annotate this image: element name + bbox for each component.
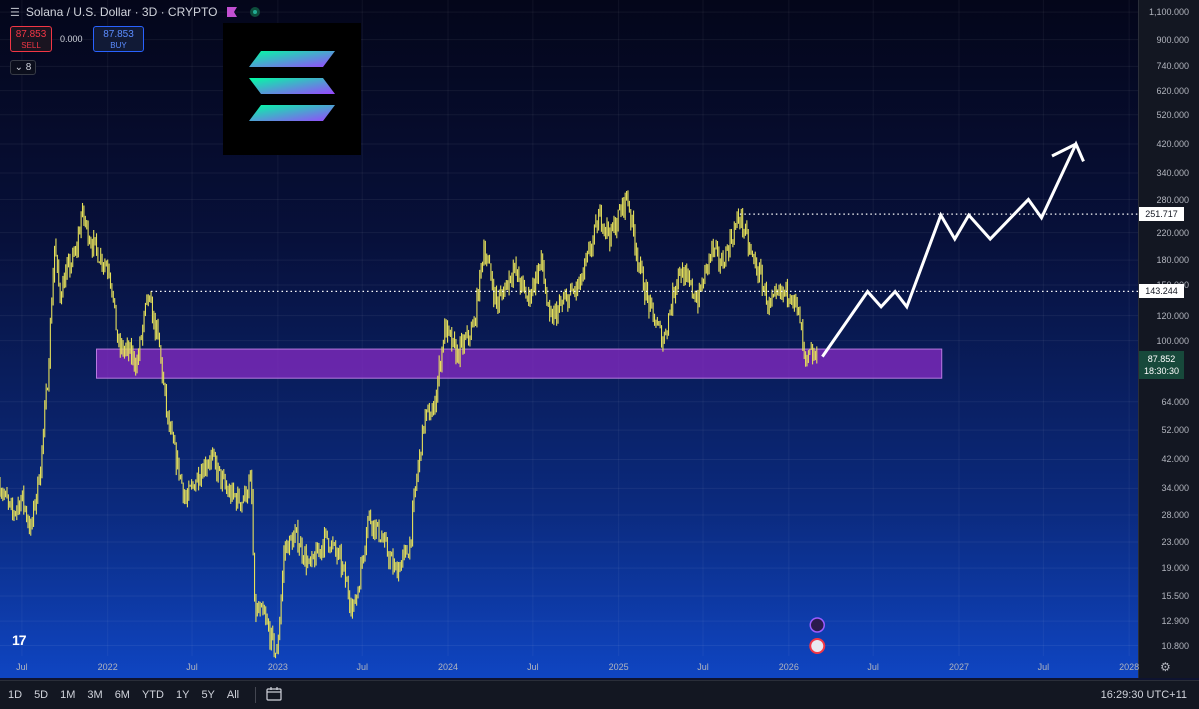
timeframe-button[interactable]: 5Y	[201, 689, 214, 701]
price-axis-tick-label: 12.900	[1161, 616, 1189, 626]
price-axis-tick-label: 28.000	[1161, 510, 1189, 520]
time-axis-tick-label: Jul	[356, 662, 368, 672]
time-axis-tick-label: Jul	[1038, 662, 1050, 672]
price-axis-tick-label: 220.000	[1156, 228, 1189, 238]
time-axis-tick-label: Jul	[16, 662, 28, 672]
price-axis-tick-label: 15.500	[1161, 591, 1189, 601]
price-axis-tick-label: 100.000	[1156, 336, 1189, 346]
timeframe-list: 1D 5D 1M 3M 6M YTD 1Y 5Y All	[8, 689, 251, 701]
price-axis-tick-label: 52.000	[1161, 425, 1189, 435]
price-axis-tick-label: 10.800	[1161, 641, 1189, 651]
price-axis-tick-label: 42.000	[1161, 454, 1189, 464]
price-axis-tick-label: 120.000	[1156, 311, 1189, 321]
toolbar-divider	[255, 687, 256, 703]
price-axis-tick-label: 180.000	[1156, 255, 1189, 265]
price-axis-tick-label: 620.000	[1156, 86, 1189, 96]
utc-clock[interactable]: 16:29:30 UTC+11	[1101, 689, 1187, 701]
price-axis-tick-label: 23.000	[1161, 537, 1189, 547]
settings-gear-icon[interactable]: ⚙	[1160, 660, 1171, 674]
price-axis-tick-label: 1,100.000	[1149, 7, 1189, 17]
timeframe-button[interactable]: YTD	[142, 689, 164, 701]
time-axis-tick-label: 2022	[98, 662, 118, 672]
price-axis[interactable]: 1,100.000 900.000 740.000 620.000 520.000 420…	[1138, 0, 1199, 678]
timeframe-button[interactable]: 1D	[8, 689, 22, 701]
solana-logo-icon	[223, 23, 361, 155]
price-chart-svg[interactable]	[0, 0, 1138, 678]
time-axis-tick-label: Jul	[186, 662, 198, 672]
events-icon	[810, 639, 824, 653]
price-axis-tick-label: 64.000	[1161, 397, 1189, 407]
last-price-value: 87.852	[1139, 353, 1184, 365]
calendar-range-icon[interactable]	[266, 687, 282, 704]
timeframe-button[interactable]: 5D	[34, 689, 48, 701]
price-axis-tick-label: 340.000	[1156, 168, 1189, 178]
price-axis-tick-label: 34.000	[1161, 483, 1189, 493]
tradingview-logo-icon[interactable]: 17	[12, 632, 26, 648]
time-axis-tick-label: 2023	[268, 662, 288, 672]
price-axis-tick-label: 420.000	[1156, 139, 1189, 149]
buy-button[interactable]: 87.853 BUY	[93, 26, 144, 52]
level-price-tag: 143.244	[1139, 284, 1184, 298]
level-price-tag: 251.717	[1139, 207, 1184, 221]
indicator-count: 8	[26, 62, 32, 73]
timeframe-button[interactable]: 6M	[115, 689, 130, 701]
indicators-toggle[interactable]: ⌄ 8	[10, 60, 36, 75]
bar-countdown: 18:30:30	[1139, 365, 1184, 377]
price-axis-tick-label: 520.000	[1156, 110, 1189, 120]
time-axis-tick-label: 2028	[1119, 662, 1139, 672]
buy-price: 87.853	[103, 29, 134, 40]
sell-button[interactable]: 87.853 SELL	[10, 26, 52, 52]
price-axis-tick-label: 280.000	[1156, 195, 1189, 205]
price-axis-tick-label: 740.000	[1156, 61, 1189, 71]
events-icon	[810, 618, 824, 632]
spread-value: 0.000	[60, 34, 83, 44]
time-axis-tick-label: Jul	[697, 662, 709, 672]
chart-plot-area[interactable]: ☰ Solana / U.S. Dollar · 3D · CRYPTO 87.…	[0, 0, 1138, 678]
price-axis-tick-label: 900.000	[1156, 35, 1189, 45]
projection-path	[822, 144, 1083, 357]
menu-lines-icon[interactable]: ☰	[10, 6, 20, 19]
symbol-header: ☰ Solana / U.S. Dollar · 3D · CRYPTO	[10, 5, 260, 19]
time-axis-tick-label: 2026	[779, 662, 799, 672]
bottom-toolbar: 1D 5D 1M 3M 6M YTD 1Y 5Y All 16:29:30 UTC+11	[0, 680, 1199, 709]
timeframe-button[interactable]: 3M	[87, 689, 102, 701]
price-axis-tick-label: 19.000	[1161, 563, 1189, 573]
timeframe-button[interactable]: 1M	[60, 689, 75, 701]
market-status-dot-icon	[250, 7, 260, 17]
last-price-tag: 87.852 18:30:30	[1139, 351, 1184, 379]
time-axis-tick-label: 2024	[438, 662, 458, 672]
sell-price: 87.853	[16, 29, 47, 40]
sell-label: SELL	[11, 40, 51, 51]
flag-icon[interactable]	[226, 7, 238, 17]
buy-label: BUY	[94, 40, 143, 51]
time-axis-tick-label: 2025	[609, 662, 629, 672]
symbol-title[interactable]: Solana / U.S. Dollar · 3D · CRYPTO	[26, 5, 218, 19]
timeframe-button[interactable]: 1Y	[176, 689, 189, 701]
time-axis-tick-label: 2027	[949, 662, 969, 672]
time-axis-tick-label: Jul	[527, 662, 539, 672]
time-axis-tick-label: Jul	[867, 662, 879, 672]
timeframe-button[interactable]: All	[227, 689, 239, 701]
